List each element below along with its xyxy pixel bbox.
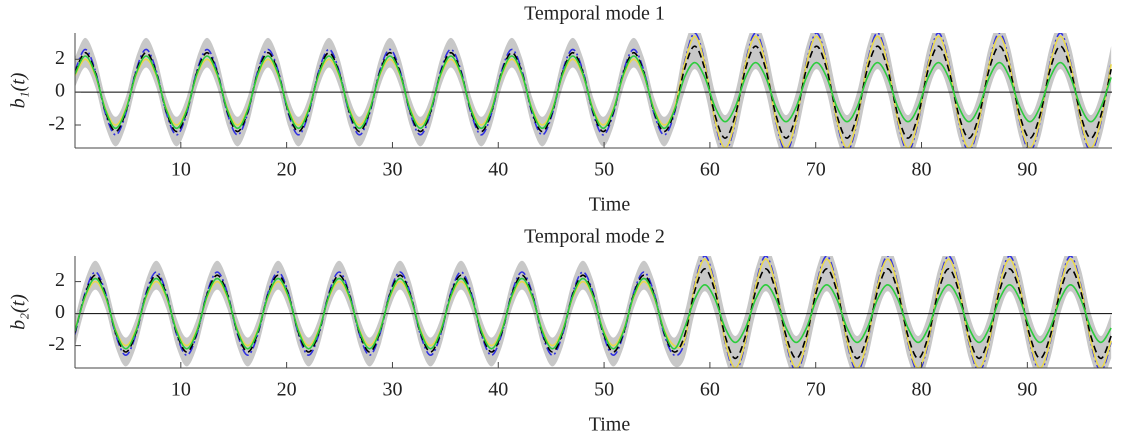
x-tick-label: 40 <box>488 159 508 181</box>
x-tick-label: 90 <box>1017 379 1037 401</box>
chart-title: Temporal mode 1 <box>524 3 665 25</box>
x-tick-label: 30 <box>382 159 402 181</box>
subplot: 10 20 30 40 50 60 70 80 90 -2 0 2 Temporal mode 1 Tim… <box>8 3 1112 216</box>
x-tick-label: 10 <box>171 379 191 401</box>
x-tick-label: 80 <box>912 379 932 401</box>
y-tick-label: 2 <box>55 269 65 291</box>
plot-area <box>75 256 1112 368</box>
x-tick-label: 60 <box>700 159 720 181</box>
x-tick-label: 40 <box>488 379 508 401</box>
chart-title: Temporal mode 2 <box>524 226 665 248</box>
series-line <box>75 55 1112 130</box>
y-axis-label: b₂(t) <box>8 294 30 330</box>
x-tick-label: 50 <box>594 159 614 181</box>
x-tick-label: 90 <box>1017 159 1037 181</box>
x-axis-label: Time <box>589 414 631 436</box>
plot-area <box>75 33 1112 148</box>
x-tick-label: 20 <box>277 379 297 401</box>
y-axis-label: b₁(t) <box>8 72 30 108</box>
series-line <box>75 277 1112 350</box>
y-tick-label: -2 <box>48 333 65 355</box>
x-tick-label: 60 <box>700 379 720 401</box>
y-tick-label: 0 <box>55 80 65 102</box>
y-tick-label: -2 <box>48 113 65 135</box>
x-tick-label: 80 <box>912 159 932 181</box>
x-tick-label: 30 <box>382 379 402 401</box>
x-tick-label: 50 <box>594 379 614 401</box>
y-tick-label: 2 <box>55 47 65 69</box>
x-tick-label: 70 <box>806 379 826 401</box>
x-tick-label: 10 <box>171 159 191 181</box>
y-tick-label: 0 <box>55 301 65 323</box>
subplot: 10 20 30 40 50 60 70 80 90 -2 0 2 Temporal mode 2 Tim… <box>8 226 1112 436</box>
x-axis-label: Time <box>589 194 631 216</box>
x-tick-label: 20 <box>277 159 297 181</box>
x-tick-label: 70 <box>806 159 826 181</box>
